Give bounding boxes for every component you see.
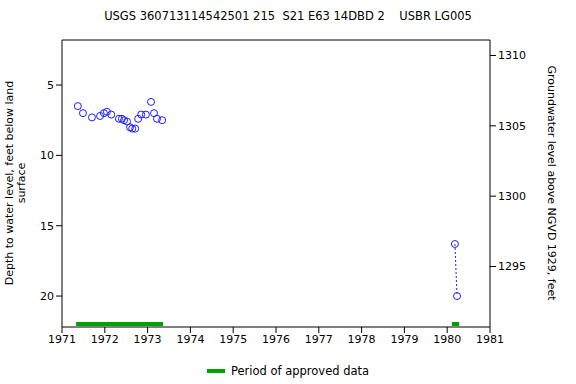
svg-text:1300: 1300 — [498, 190, 526, 203]
svg-text:1980: 1980 — [433, 333, 461, 346]
svg-text:1977: 1977 — [305, 333, 333, 346]
html-text:Period of approved data: Period of approved data — [230, 364, 370, 378]
svg-text:1295: 1295 — [498, 260, 526, 273]
svg-text:1972: 1972 — [91, 333, 119, 346]
svg-text:10: 10 — [40, 149, 54, 162]
svg-text:Groundwater level above NGVD 1: Groundwater level above NGVD 1929, feet — [545, 65, 558, 301]
svg-text:USGS 360713114542501 215 S21: USGS 360713114542501 215 S21 E63 14DBD 2… — [104, 9, 472, 23]
svg-text:1310: 1310 — [498, 49, 526, 62]
svg-text:1979: 1979 — [390, 333, 418, 346]
svg-text:surface: surface — [15, 162, 28, 203]
svg-text:1976: 1976 — [262, 333, 290, 346]
svg-text:1305: 1305 — [498, 120, 526, 133]
svg-text:Depth to water level, feet bel: Depth to water level, feet below land — [8, 81, 16, 286]
svg-text:20: 20 — [40, 290, 54, 303]
svg-text:1974: 1974 — [176, 333, 204, 346]
svg-text:1975: 1975 — [219, 333, 247, 346]
svg-text:15: 15 — [40, 220, 54, 233]
svg-text:1971: 1971 — [48, 333, 76, 346]
svg-text:1973: 1973 — [134, 333, 162, 346]
svg-text:1981: 1981 — [476, 333, 504, 346]
svg-text:1978: 1978 — [348, 333, 376, 346]
svg-text:5: 5 — [47, 79, 54, 92]
